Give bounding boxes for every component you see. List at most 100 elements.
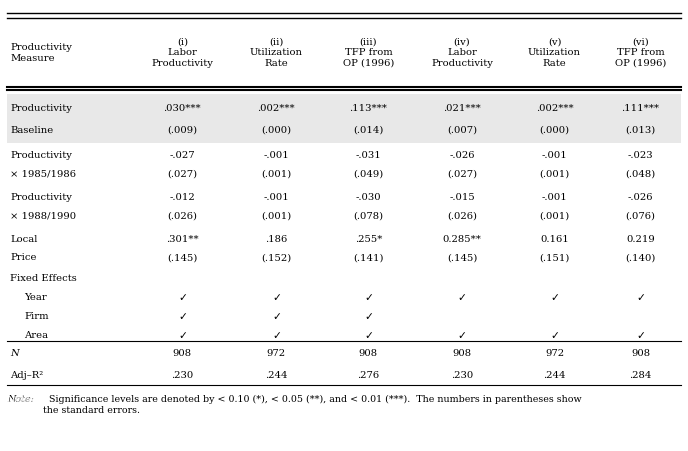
Text: $\checkmark$: $\checkmark$ bbox=[272, 330, 281, 340]
Text: $\checkmark$: $\checkmark$ bbox=[364, 311, 373, 321]
Text: (.026): (.026) bbox=[447, 211, 477, 220]
Text: .021***: .021*** bbox=[443, 104, 481, 113]
Text: 0.219: 0.219 bbox=[626, 235, 655, 244]
Text: $\checkmark$: $\checkmark$ bbox=[458, 292, 466, 302]
Text: $\checkmark$: $\checkmark$ bbox=[272, 292, 281, 302]
Text: (.000): (.000) bbox=[261, 125, 291, 134]
Text: .230: .230 bbox=[451, 370, 473, 379]
Text: 972: 972 bbox=[545, 349, 564, 358]
Text: (.001): (.001) bbox=[261, 211, 291, 220]
Text: Productivity: Productivity bbox=[10, 104, 72, 113]
Text: Significance levels are denoted by < 0.10 (*), < 0.05 (**), and < 0.01 (*​*​*). : Significance levels are denoted by < 0.1… bbox=[43, 394, 581, 414]
Text: -.015: -.015 bbox=[449, 193, 475, 202]
Text: × 1988/1990: × 1988/1990 bbox=[10, 211, 76, 220]
Text: (.026): (.026) bbox=[167, 211, 197, 220]
Text: (vi)
TFP from
OP (1996): (vi) TFP from OP (1996) bbox=[615, 38, 666, 68]
Text: (.049): (.049) bbox=[354, 169, 383, 178]
Text: -.023: -.023 bbox=[627, 151, 654, 160]
Text: 0.285**: 0.285** bbox=[442, 235, 482, 244]
Text: Note:: Note: bbox=[7, 394, 34, 403]
Text: (v)
Utilization
Rate: (v) Utilization Rate bbox=[528, 38, 581, 68]
Text: .113***: .113*** bbox=[350, 104, 387, 113]
Text: Baseline: Baseline bbox=[10, 125, 54, 134]
Text: (.140): (.140) bbox=[625, 253, 656, 262]
Text: Firm: Firm bbox=[24, 311, 49, 320]
Text: 972: 972 bbox=[267, 349, 286, 358]
Bar bbox=[7, 95, 681, 143]
Text: -.001: -.001 bbox=[541, 151, 568, 160]
Text: $\checkmark$: $\checkmark$ bbox=[178, 292, 187, 302]
Text: .186: .186 bbox=[265, 235, 288, 244]
Text: (iv)
Labor
Productivity: (iv) Labor Productivity bbox=[431, 38, 493, 68]
Text: -.027: -.027 bbox=[169, 151, 195, 160]
Text: -.026: -.026 bbox=[627, 193, 654, 202]
Text: (ii)
Utilization
Rate: (ii) Utilization Rate bbox=[250, 38, 303, 68]
Text: N: N bbox=[10, 349, 19, 358]
Text: Fixed Effects: Fixed Effects bbox=[10, 274, 77, 283]
Text: Local: Local bbox=[10, 235, 38, 244]
Text: .284: .284 bbox=[630, 370, 652, 379]
Text: $\checkmark$: $\checkmark$ bbox=[550, 330, 559, 340]
Text: .255*: .255* bbox=[355, 235, 382, 244]
Text: $\checkmark$: $\checkmark$ bbox=[364, 330, 373, 340]
Text: 908: 908 bbox=[173, 349, 192, 358]
Text: .111***: .111*** bbox=[621, 104, 660, 113]
Text: (.007): (.007) bbox=[447, 125, 477, 134]
Text: (i)
Labor
Productivity: (i) Labor Productivity bbox=[151, 38, 213, 68]
Text: -.001: -.001 bbox=[264, 151, 289, 160]
Text: (.027): (.027) bbox=[167, 169, 197, 178]
Text: $\checkmark$: $\checkmark$ bbox=[550, 292, 559, 302]
Text: .244: .244 bbox=[265, 370, 288, 379]
Text: (iii)
TFP from
OP (1996): (iii) TFP from OP (1996) bbox=[343, 38, 394, 68]
Text: × 1985/1986: × 1985/1986 bbox=[10, 169, 76, 178]
Text: 0.161: 0.161 bbox=[540, 235, 569, 244]
Text: $\checkmark$: $\checkmark$ bbox=[178, 330, 187, 340]
Text: -.001: -.001 bbox=[541, 193, 568, 202]
Text: $\checkmark$: $\checkmark$ bbox=[364, 292, 373, 302]
Text: Adj–R²: Adj–R² bbox=[10, 370, 43, 379]
Text: $\checkmark$: $\checkmark$ bbox=[636, 292, 645, 302]
Text: (.076): (.076) bbox=[625, 211, 656, 220]
Text: Area: Area bbox=[24, 330, 48, 339]
Text: 908: 908 bbox=[453, 349, 471, 358]
Text: (.001): (.001) bbox=[539, 169, 570, 178]
Text: $\checkmark$: $\checkmark$ bbox=[458, 330, 466, 340]
Text: (.048): (.048) bbox=[625, 169, 656, 178]
Text: .002***: .002*** bbox=[536, 104, 573, 113]
Text: (.013): (.013) bbox=[625, 125, 656, 134]
Text: -.012: -.012 bbox=[169, 193, 195, 202]
Text: .244: .244 bbox=[544, 370, 566, 379]
Text: .301**: .301** bbox=[166, 235, 199, 244]
Text: (.009): (.009) bbox=[167, 125, 197, 134]
Text: .030***: .030*** bbox=[164, 104, 201, 113]
Text: (.141): (.141) bbox=[353, 253, 384, 262]
Text: 908: 908 bbox=[359, 349, 378, 358]
Text: (.078): (.078) bbox=[354, 211, 383, 220]
Text: (.145): (.145) bbox=[167, 253, 197, 262]
Text: $\checkmark$: $\checkmark$ bbox=[178, 311, 187, 321]
Text: .230: .230 bbox=[171, 370, 193, 379]
Text: -.026: -.026 bbox=[449, 151, 475, 160]
Text: (.001): (.001) bbox=[539, 211, 570, 220]
Text: (.151): (.151) bbox=[539, 253, 570, 262]
Text: .276: .276 bbox=[357, 370, 380, 379]
Text: (.027): (.027) bbox=[447, 169, 477, 178]
Text: (.152): (.152) bbox=[261, 253, 291, 262]
Text: (.001): (.001) bbox=[261, 169, 291, 178]
Text: Productivity: Productivity bbox=[10, 151, 72, 160]
Text: Productivity
Measure: Productivity Measure bbox=[10, 43, 72, 62]
Text: -.001: -.001 bbox=[264, 193, 289, 202]
Text: Price: Price bbox=[10, 253, 37, 262]
Text: -.030: -.030 bbox=[356, 193, 381, 202]
Text: $\checkmark$: $\checkmark$ bbox=[272, 311, 281, 321]
Text: (.145): (.145) bbox=[447, 253, 477, 262]
Text: .002***: .002*** bbox=[257, 104, 295, 113]
Text: Year: Year bbox=[24, 292, 47, 301]
Text: $\checkmark$: $\checkmark$ bbox=[636, 330, 645, 340]
Text: Note:  Significance levels are denoted by < 0.10 (*), < 0.05 (**), and < 0.01 (*: Note: Significance levels are denoted by… bbox=[7, 394, 572, 414]
Text: 908: 908 bbox=[631, 349, 650, 358]
Text: -.031: -.031 bbox=[356, 151, 381, 160]
Text: (.014): (.014) bbox=[353, 125, 384, 134]
Text: Productivity: Productivity bbox=[10, 193, 72, 202]
Text: (.000): (.000) bbox=[539, 125, 570, 134]
